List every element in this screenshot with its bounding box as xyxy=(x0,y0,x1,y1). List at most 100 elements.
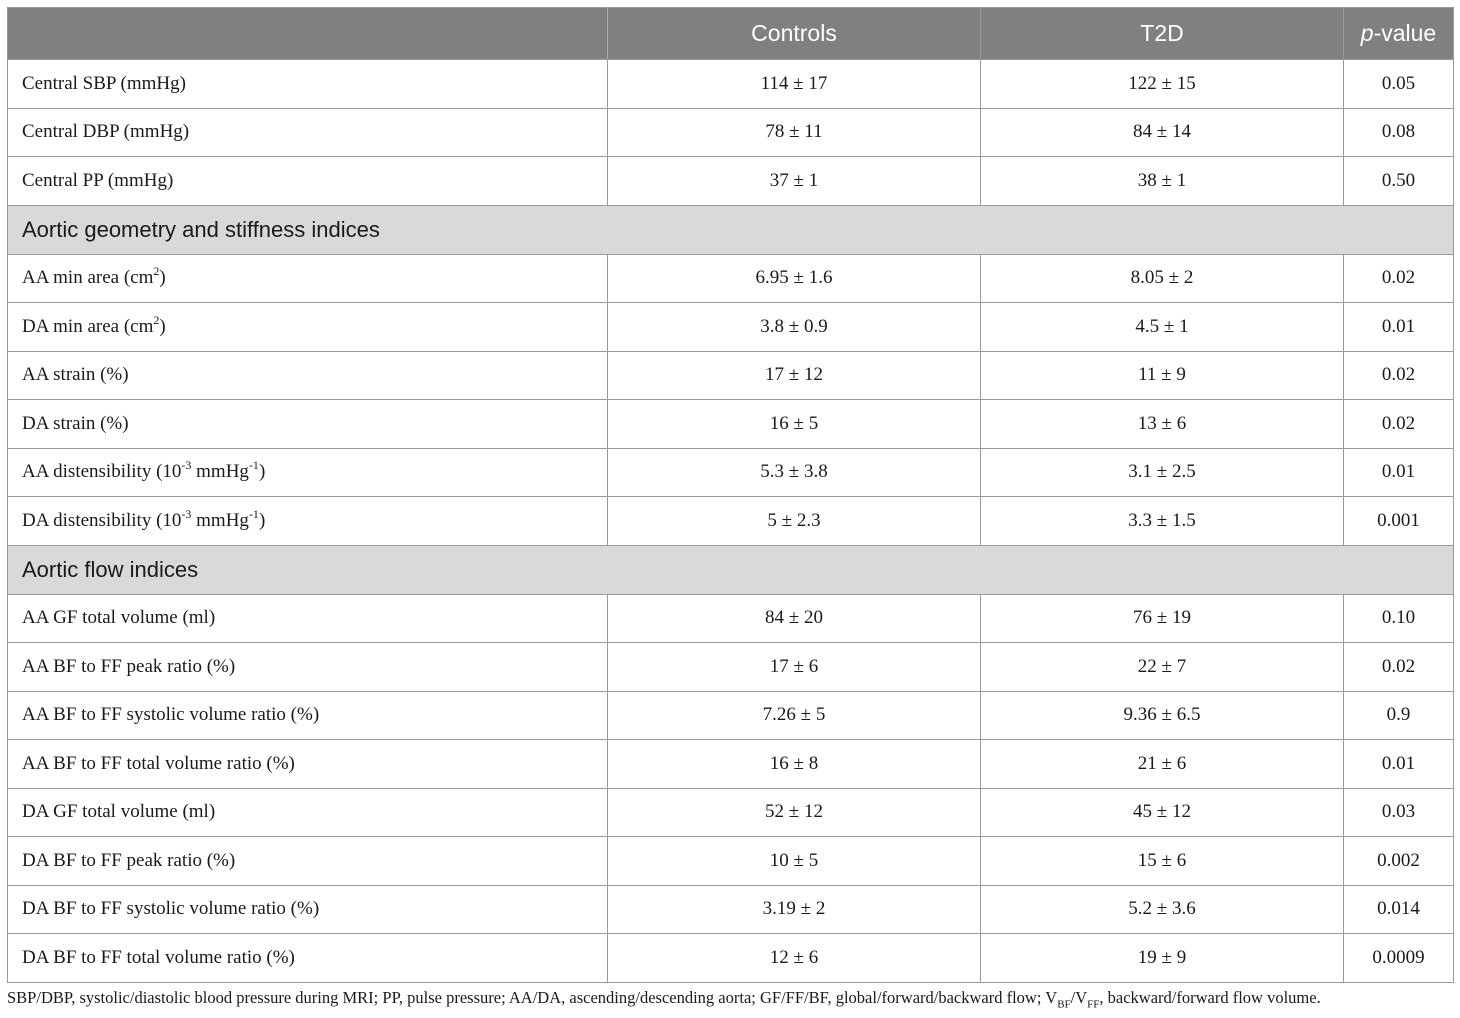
row-label: Central DBP (mmHg) xyxy=(7,107,608,157)
controls-value: 5.3 ± 3.8 xyxy=(607,447,981,497)
controls-value: 5 ± 2.3 xyxy=(607,496,981,546)
row-label: AA strain (%) xyxy=(7,350,608,400)
row-label: DA strain (%) xyxy=(7,399,608,449)
subscript: FF xyxy=(1087,998,1100,1011)
header-t2d: T2D xyxy=(980,7,1344,60)
p-value: 0.02 xyxy=(1343,399,1454,449)
superscript: -3 xyxy=(181,458,192,473)
t2d-value: 21 ± 6 xyxy=(980,739,1344,789)
t2d-value: 8.05 ± 2 xyxy=(980,253,1344,303)
controls-value: 17 ± 6 xyxy=(607,642,981,692)
superscript: -3 xyxy=(181,506,192,521)
table-row: AA BF to FF total volume ratio (%) 16 ± 8… xyxy=(7,739,1454,789)
row-label: AA BF to FF total volume ratio (%) xyxy=(7,739,608,789)
table-row: Central PP (mmHg) 37 ± 1 38 ± 1 0.50 xyxy=(7,156,1454,206)
header-p-rest: -value xyxy=(1373,20,1437,46)
t2d-value: 11 ± 9 xyxy=(980,350,1344,400)
controls-value: 6.95 ± 1.6 xyxy=(607,253,981,303)
p-value: 0.0009 xyxy=(1343,933,1454,983)
table-row: DA BF to FF peak ratio (%) 10 ± 5 15 ± 6 0.… xyxy=(7,836,1454,886)
row-label: AA BF to FF systolic volume ratio (%) xyxy=(7,690,608,740)
table-row: DA strain (%) 16 ± 5 13 ± 6 0.02 xyxy=(7,399,1454,449)
t2d-value: 3.3 ± 1.5 xyxy=(980,496,1344,546)
p-value: 0.02 xyxy=(1343,253,1454,303)
t2d-value: 19 ± 9 xyxy=(980,933,1344,983)
row-label: DA GF total volume (ml) xyxy=(7,787,608,837)
table-row: AA min area (cm2) 6.95 ± 1.6 8.05 ± 2 0.02 xyxy=(7,253,1454,303)
header-label-column xyxy=(7,7,608,60)
table-row: AA strain (%) 17 ± 12 11 ± 9 0.02 xyxy=(7,350,1454,400)
section-row: Aortic geometry and stiffness indices xyxy=(7,204,1454,255)
section-heading: Aortic geometry and stiffness indices xyxy=(7,204,1454,255)
superscript: -1 xyxy=(248,458,259,473)
p-value: 0.014 xyxy=(1343,884,1454,934)
controls-value: 84 ± 20 xyxy=(607,593,981,643)
t2d-value: 3.1 ± 2.5 xyxy=(980,447,1344,497)
controls-value: 78 ± 11 xyxy=(607,107,981,157)
table-row: AA distensibility (10-3 mmHg-1) 5.3 ± 3.8… xyxy=(7,447,1454,497)
header-p-italic: p xyxy=(1360,20,1374,46)
table-footnote: SBP/DBP, systolic/diastolic blood pressu… xyxy=(7,988,1321,1011)
controls-value: 17 ± 12 xyxy=(607,350,981,400)
superscript: 2 xyxy=(153,264,160,279)
t2d-value: 5.2 ± 3.6 xyxy=(980,884,1344,934)
row-label: DA BF to FF systolic volume ratio (%) xyxy=(7,884,608,934)
controls-value: 3.8 ± 0.9 xyxy=(607,302,981,352)
row-label: AA min area (cm2) xyxy=(7,253,608,303)
data-table: Controls T2D p-value Central SBP (mmHg) 1… xyxy=(7,7,1454,983)
row-label: DA min area (cm2) xyxy=(7,302,608,352)
header-row: Controls T2D p-value xyxy=(7,7,1454,60)
table-body: Central SBP (mmHg) 114 ± 17 122 ± 15 0.05 Ce… xyxy=(7,59,1454,983)
controls-value: 12 ± 6 xyxy=(607,933,981,983)
t2d-value: 15 ± 6 xyxy=(980,836,1344,886)
p-value: 0.03 xyxy=(1343,787,1454,837)
controls-value: 37 ± 1 xyxy=(607,156,981,206)
t2d-value: 4.5 ± 1 xyxy=(980,302,1344,352)
row-label: AA distensibility (10-3 mmHg-1) xyxy=(7,447,608,497)
p-value: 0.01 xyxy=(1343,302,1454,352)
p-value: 0.9 xyxy=(1343,690,1454,740)
table-header: Controls T2D p-value xyxy=(7,7,1454,60)
table-row: AA BF to FF peak ratio (%) 17 ± 6 22 ± 7 0.… xyxy=(7,642,1454,692)
p-value: 0.002 xyxy=(1343,836,1454,886)
t2d-value: 38 ± 1 xyxy=(980,156,1344,206)
controls-value: 52 ± 12 xyxy=(607,787,981,837)
controls-value: 114 ± 17 xyxy=(607,59,981,109)
subscript: BF xyxy=(1057,998,1071,1011)
t2d-value: 122 ± 15 xyxy=(980,59,1344,109)
p-value: 0.02 xyxy=(1343,350,1454,400)
table-row: DA min area (cm2) 3.8 ± 0.9 4.5 ± 1 0.01 xyxy=(7,302,1454,352)
p-value: 0.50 xyxy=(1343,156,1454,206)
t2d-value: 9.36 ± 6.5 xyxy=(980,690,1344,740)
controls-value: 16 ± 5 xyxy=(607,399,981,449)
t2d-value: 13 ± 6 xyxy=(980,399,1344,449)
p-value: 0.08 xyxy=(1343,107,1454,157)
header-p-value: p-value xyxy=(1343,7,1454,60)
p-value: 0.02 xyxy=(1343,642,1454,692)
row-label: DA BF to FF total volume ratio (%) xyxy=(7,933,608,983)
row-label: Central SBP (mmHg) xyxy=(7,59,608,109)
table-row: Central DBP (mmHg) 78 ± 11 84 ± 14 0.08 xyxy=(7,107,1454,157)
superscript: 2 xyxy=(153,312,160,327)
table-row: AA BF to FF systolic volume ratio (%) 7.2… xyxy=(7,690,1454,740)
t2d-value: 84 ± 14 xyxy=(980,107,1344,157)
table-row: Central SBP (mmHg) 114 ± 17 122 ± 15 0.05 xyxy=(7,59,1454,109)
t2d-value: 76 ± 19 xyxy=(980,593,1344,643)
section-heading: Aortic flow indices xyxy=(7,544,1454,595)
t2d-value: 45 ± 12 xyxy=(980,787,1344,837)
controls-value: 3.19 ± 2 xyxy=(607,884,981,934)
row-label: DA distensibility (10-3 mmHg-1) xyxy=(7,496,608,546)
row-label: Central PP (mmHg) xyxy=(7,156,608,206)
superscript: -1 xyxy=(248,506,259,521)
t2d-value: 22 ± 7 xyxy=(980,642,1344,692)
p-value: 0.01 xyxy=(1343,739,1454,789)
header-controls: Controls xyxy=(607,7,981,60)
row-label: AA BF to FF peak ratio (%) xyxy=(7,642,608,692)
row-label: AA GF total volume (ml) xyxy=(7,593,608,643)
table-row: DA BF to FF systolic volume ratio (%) 3.1… xyxy=(7,884,1454,934)
p-value: 0.01 xyxy=(1343,447,1454,497)
p-value: 0.05 xyxy=(1343,59,1454,109)
row-label: DA BF to FF peak ratio (%) xyxy=(7,836,608,886)
table-row: DA distensibility (10-3 mmHg-1) 5 ± 2.3 3.… xyxy=(7,496,1454,546)
table-row: AA GF total volume (ml) 84 ± 20 76 ± 19 0.1… xyxy=(7,593,1454,643)
